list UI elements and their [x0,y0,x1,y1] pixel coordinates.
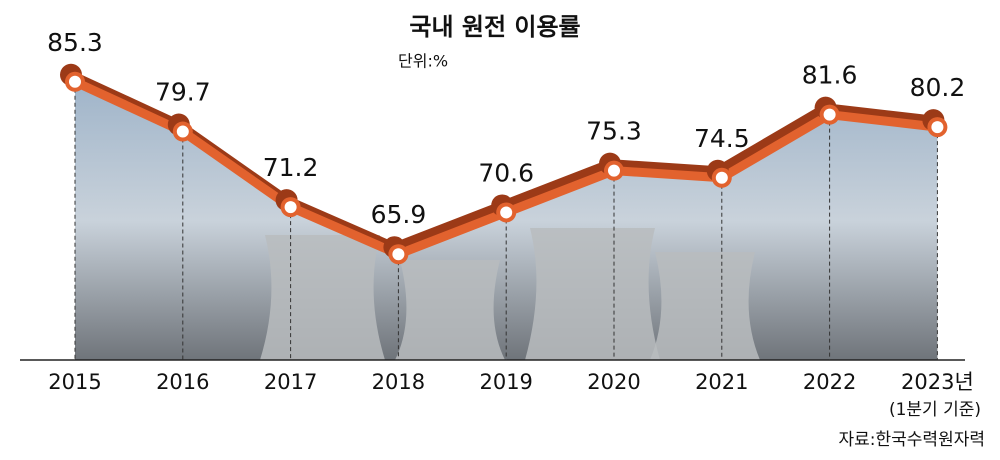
value-label: 85.3 [47,28,103,57]
chart-title: 국내 원전 이용률 [409,13,580,41]
x-tick-label: 2023년 [901,370,974,394]
source: 자료:한국수력원자력 [839,430,986,450]
x-tick-label: 2021 [695,370,748,394]
marker-center [176,125,189,138]
value-label: 81.6 [802,61,858,90]
x-tick-label: 2022 [803,370,856,394]
cooling-tower [525,228,660,360]
marker-center [715,171,728,184]
marker-center [392,248,405,261]
marker-center [823,108,836,121]
value-label: 65.9 [371,200,427,229]
marker-center [69,75,81,88]
value-label: 71.2 [263,153,319,182]
x-tick-label: 2017 [264,370,317,394]
value-label: 70.6 [478,158,534,187]
marker-center [931,121,944,134]
marker-center [284,201,297,214]
x-tick-label: 2015 [48,370,101,394]
cooling-tower [650,252,760,360]
annotation: (1분기 기준) [889,400,981,420]
x-tick-label: 2020 [587,370,640,394]
value-label: 79.7 [155,78,211,107]
x-tick-label: 2018 [372,370,425,394]
marker-center [500,206,513,219]
cooling-tower [260,235,385,360]
x-tick-label: 2016 [156,370,209,394]
unit-label: 단위:% [398,52,448,71]
value-label: 75.3 [586,117,642,146]
value-label: 80.2 [910,73,966,102]
cooling-tower [395,260,505,360]
x-tick-label: 2019 [479,370,532,394]
value-label: 74.5 [694,124,750,153]
marker-center [608,164,620,177]
